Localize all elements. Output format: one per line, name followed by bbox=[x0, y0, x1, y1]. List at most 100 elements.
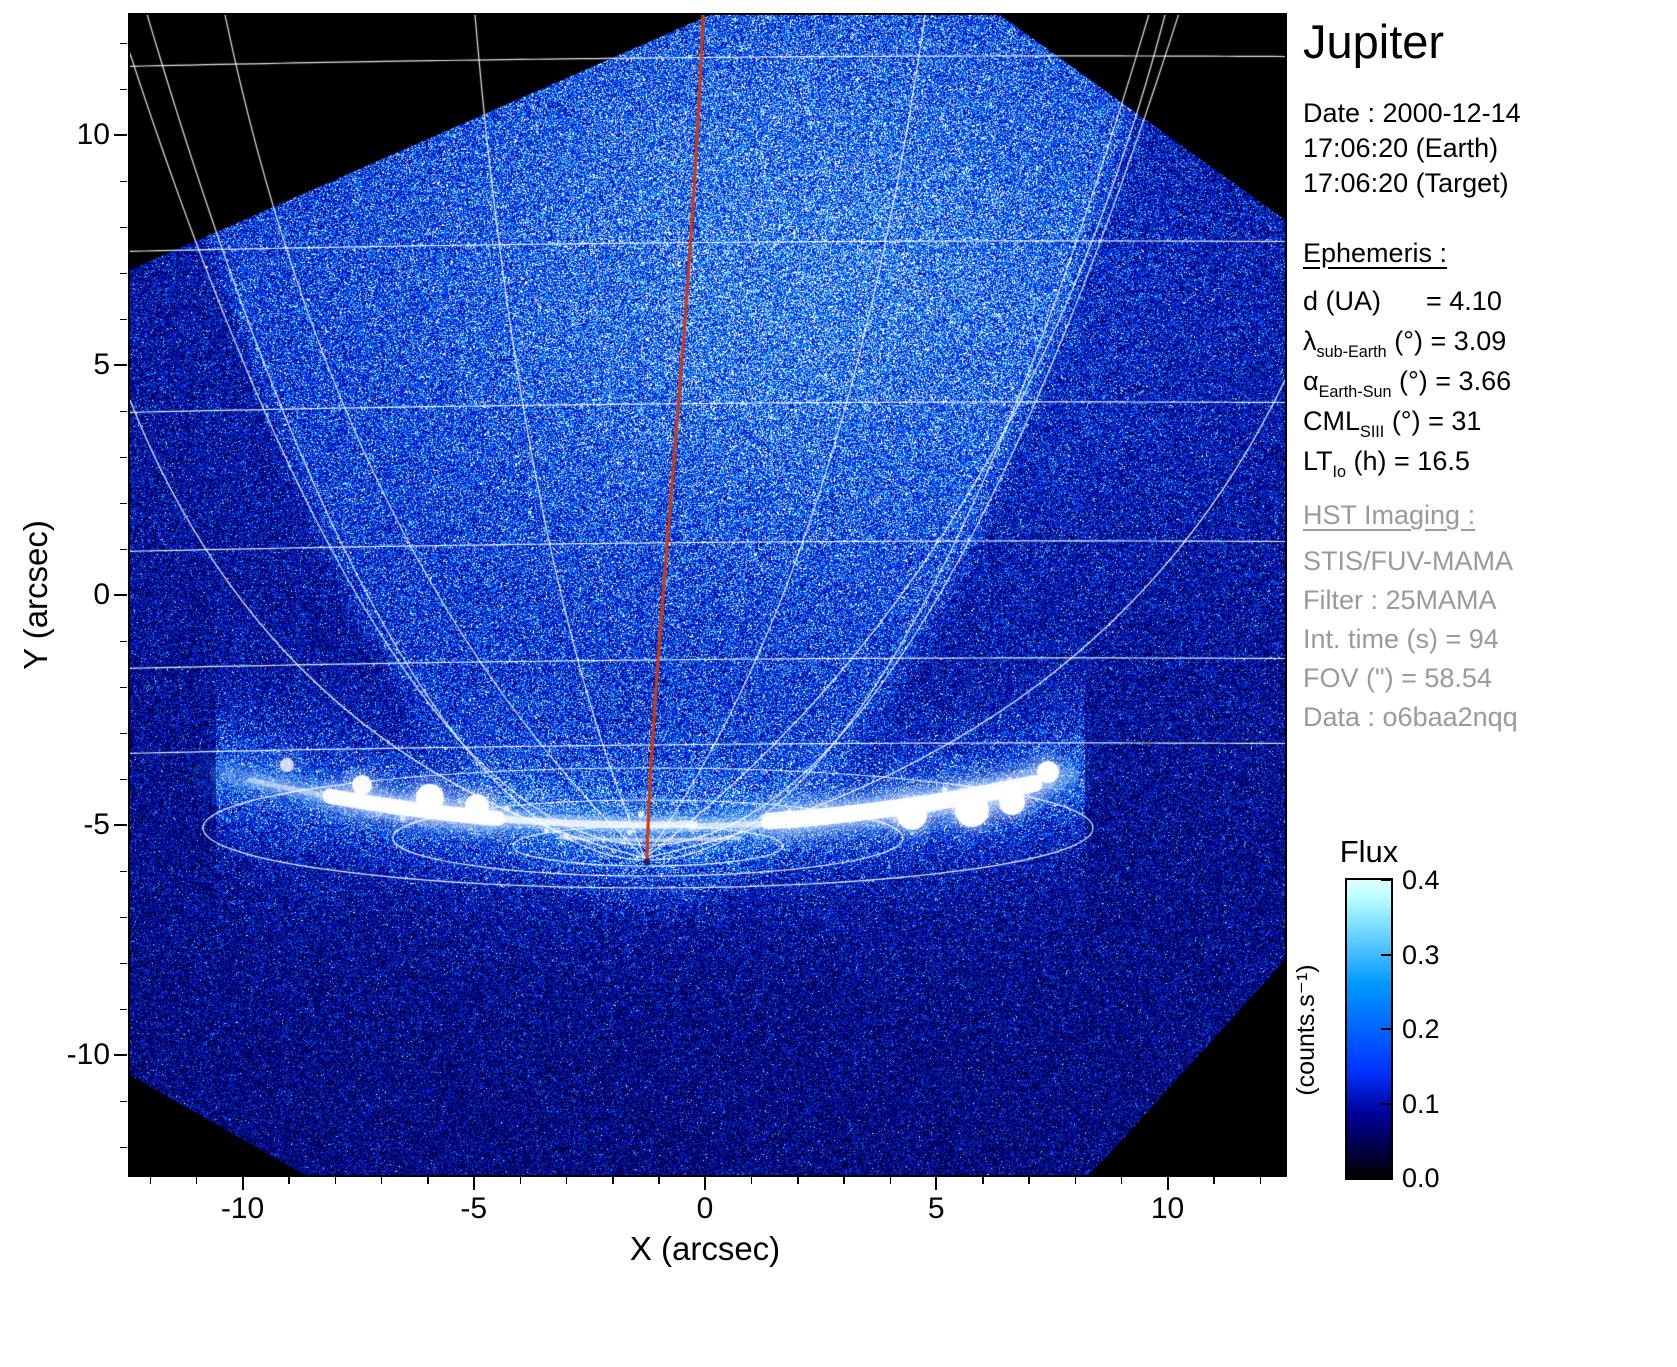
y-minor-tick bbox=[120, 548, 127, 550]
ephemeris-text: (°) = 3.09 bbox=[1386, 326, 1507, 356]
y-minor-tick bbox=[120, 732, 127, 734]
x-tick-label: -10 bbox=[220, 1192, 265, 1225]
x-minor-tick bbox=[565, 1177, 568, 1184]
ephemeris-text: (°) = 3.66 bbox=[1391, 366, 1512, 396]
ephemeris-text: λ bbox=[1303, 326, 1317, 356]
y-minor-tick bbox=[120, 226, 127, 228]
ephemeris-subscript: Io bbox=[1332, 463, 1347, 482]
colorbar-tick-label: 0.0 bbox=[1402, 1163, 1440, 1193]
y-minor-tick bbox=[120, 318, 127, 320]
jupiter-fuv-image-canvas bbox=[130, 15, 1285, 1175]
hst-info-line: STIS/FUV-MAMA bbox=[1303, 546, 1514, 576]
ephemeris-text: α bbox=[1303, 366, 1319, 396]
ephemeris-row: d (UA) = 4.10 bbox=[1303, 281, 1511, 321]
x-minor-tick bbox=[1213, 1177, 1215, 1184]
x-tick-label: -5 bbox=[460, 1192, 488, 1225]
x-tick-label: 0 bbox=[696, 1192, 714, 1225]
hst-info-line: FOV (") = 58.54 bbox=[1303, 663, 1492, 693]
y-minor-tick bbox=[120, 180, 127, 182]
plot-area bbox=[128, 13, 1287, 1177]
x-minor-tick bbox=[149, 1177, 151, 1184]
x-minor-tick bbox=[1028, 1177, 1030, 1184]
ephemeris-subscript: sub-Earth bbox=[1316, 343, 1387, 362]
y-minor-tick bbox=[120, 1008, 127, 1010]
y-tick-mark bbox=[114, 1054, 127, 1056]
ephemeris-subscript: SIII bbox=[1360, 423, 1385, 442]
ephemeris-text: CML bbox=[1303, 406, 1361, 436]
y-tick-mark bbox=[114, 364, 127, 366]
x-tick-mark bbox=[1166, 1177, 1169, 1190]
ephemeris-row: LTIo (h) = 16.5 bbox=[1303, 441, 1511, 481]
colorbar-unit-label: (counts.s⁻¹) bbox=[1292, 964, 1320, 1096]
x-axis-label: X (arcsec) bbox=[629, 1230, 781, 1267]
hst-imaging-heading: HST Imaging : bbox=[1303, 500, 1476, 530]
x-minor-tick bbox=[982, 1177, 984, 1184]
ephemeris-text: LT bbox=[1303, 446, 1333, 476]
ephemeris-subscript: Earth-Sun bbox=[1318, 383, 1392, 402]
ephemeris-row: CMLSIII (°) = 31 bbox=[1303, 401, 1511, 441]
x-minor-tick bbox=[334, 1177, 336, 1184]
y-tick-label: 5 bbox=[93, 348, 110, 381]
x-minor-tick bbox=[889, 1177, 891, 1184]
x-minor-tick bbox=[427, 1177, 429, 1184]
colorbar-tick-label: 0.3 bbox=[1402, 939, 1440, 970]
x-tick-mark bbox=[935, 1177, 938, 1190]
y-minor-tick bbox=[120, 916, 127, 918]
x-tick-mark bbox=[704, 1177, 706, 1190]
colorbar-tick-label: 0.2 bbox=[1402, 1014, 1440, 1044]
y-minor-tick bbox=[120, 640, 127, 642]
date-line: Date : 2000-12-14 bbox=[1303, 98, 1521, 128]
y-minor-tick bbox=[120, 456, 127, 458]
y-minor-tick bbox=[120, 962, 127, 964]
x-tick-mark bbox=[241, 1177, 244, 1190]
x-minor-tick bbox=[288, 1177, 290, 1184]
y-tick-label: -5 bbox=[83, 808, 110, 841]
y-minor-tick bbox=[120, 1146, 127, 1148]
y-minor-tick bbox=[120, 272, 127, 274]
y-minor-tick bbox=[120, 778, 127, 780]
y-minor-tick bbox=[120, 1100, 127, 1102]
hst-info-line: Filter : 25MAMA bbox=[1303, 585, 1497, 615]
figure-title: Jupiter bbox=[1303, 15, 1445, 68]
ephemeris-text: d (UA) = 4.10 bbox=[1303, 286, 1502, 316]
ephemeris-rows: d (UA) = 4.10 λsub-Earth (°) = 3.09 αEarth… bbox=[1303, 281, 1511, 481]
y-minor-tick bbox=[120, 502, 127, 504]
ephemeris-text: (h) = 16.5 bbox=[1346, 446, 1470, 476]
x-minor-tick bbox=[750, 1177, 753, 1184]
ephemeris-heading: Ephemeris : bbox=[1303, 238, 1448, 268]
x-minor-tick bbox=[195, 1177, 198, 1184]
y-minor-tick bbox=[120, 88, 127, 90]
ephemeris-text: (°) = 31 bbox=[1384, 406, 1482, 436]
colorbar-gradient-canvas bbox=[1347, 880, 1391, 1178]
y-tick-label: 10 bbox=[76, 118, 110, 151]
y-tick-mark bbox=[114, 134, 127, 136]
date-block: Date : 2000-12-14 17:06:20 (Earth) 17:06… bbox=[1303, 96, 1521, 201]
ephemeris-row: αEarth-Sun (°) = 3.66 bbox=[1303, 361, 1511, 401]
y-tick-label: -10 bbox=[66, 1038, 110, 1071]
x-tick-mark bbox=[472, 1177, 475, 1190]
x-minor-tick bbox=[612, 1177, 614, 1184]
y-minor-tick bbox=[120, 870, 127, 872]
x-minor-tick bbox=[658, 1177, 660, 1184]
colorbar-tick-label: 0.1 bbox=[1402, 1088, 1440, 1119]
x-minor-tick bbox=[1259, 1177, 1261, 1184]
y-minor-tick bbox=[120, 42, 127, 44]
x-minor-tick bbox=[519, 1177, 521, 1184]
colorbar-title: Flux bbox=[1339, 834, 1399, 869]
y-tick-mark bbox=[114, 594, 127, 596]
x-minor-tick bbox=[797, 1177, 799, 1184]
x-tick-label: 5 bbox=[927, 1192, 945, 1225]
x-minor-tick bbox=[380, 1177, 383, 1184]
time-earth-line: 17:06:20 (Earth) bbox=[1303, 133, 1499, 163]
time-target-line: 17:06:20 (Target) bbox=[1303, 168, 1509, 198]
y-minor-tick bbox=[120, 686, 127, 688]
x-minor-tick bbox=[1120, 1177, 1123, 1184]
hst-info-line: Data : o6baa2nqq bbox=[1303, 702, 1518, 732]
x-minor-tick bbox=[1074, 1177, 1076, 1184]
y-minor-tick bbox=[120, 410, 127, 412]
y-tick-mark bbox=[114, 824, 127, 826]
hst-imaging-lines: STIS/FUV-MAMA Filter : 25MAMA Int. time (s… bbox=[1303, 542, 1518, 737]
x-tick-label: 10 bbox=[1150, 1192, 1185, 1225]
colorbar bbox=[1345, 878, 1393, 1180]
